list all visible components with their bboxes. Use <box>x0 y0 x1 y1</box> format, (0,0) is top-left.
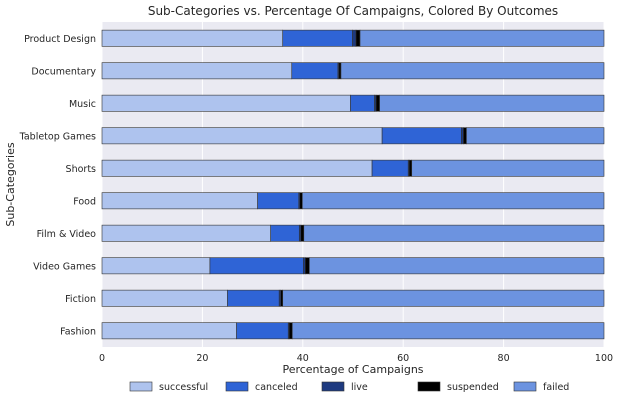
bar-segment <box>299 192 303 210</box>
legend-label: live <box>351 382 368 393</box>
legend-label: canceled <box>255 382 298 393</box>
bar-segment <box>466 127 605 145</box>
y-tick-label: Video Games <box>33 261 96 272</box>
bar-segment <box>101 192 258 210</box>
x-tick-label: 80 <box>498 353 510 364</box>
y-tick-label: Fashion <box>60 326 96 337</box>
bar-segment <box>101 94 351 112</box>
x-tick-labels: 0 20 40 60 80 100 <box>99 353 613 364</box>
y-tick-label: Shorts <box>66 164 96 175</box>
x-tick-label: 60 <box>397 353 409 364</box>
bar-segment <box>291 322 605 340</box>
x-tick-label: 0 <box>99 353 105 364</box>
bar-segment <box>463 127 467 145</box>
legend: successful canceled live suspended failed <box>129 381 569 393</box>
bar-segment <box>305 257 310 275</box>
y-tick-label: Food <box>73 196 96 207</box>
y-tick-label: Fiction <box>65 294 96 305</box>
bar-segment <box>303 224 605 242</box>
y-tick-label: Documentary <box>31 66 96 77</box>
bar-segment <box>371 159 409 177</box>
legend-label: successful <box>159 382 208 393</box>
bar-segment <box>270 224 300 242</box>
bar-segment <box>209 257 304 275</box>
x-tick-label: 20 <box>196 353 208 364</box>
bar-segment <box>101 127 383 145</box>
bar-segment <box>101 322 237 340</box>
y-tick-label: Product Design <box>24 34 96 45</box>
bar-segment <box>280 289 284 307</box>
bar-segment <box>375 94 380 112</box>
bar-segment <box>408 159 413 177</box>
bar-segment <box>300 224 305 242</box>
bars <box>101 29 605 340</box>
bar-segment <box>282 289 605 307</box>
legend-label: suspended <box>447 382 499 393</box>
bar-segment <box>355 29 361 47</box>
x-axis-label: Percentage of Campaigns <box>282 363 423 376</box>
y-tick-labels: Product Design Documentary Music Tabletop G… <box>19 34 97 338</box>
bar-segment <box>338 62 342 80</box>
bar-segment <box>227 289 280 307</box>
bar-segment <box>352 29 357 47</box>
bar-segment <box>282 29 353 47</box>
x-tick-label: 40 <box>297 353 309 364</box>
bar-segment <box>309 257 605 275</box>
bar-segment <box>288 322 293 340</box>
bar-segment <box>257 192 300 210</box>
legend-swatch <box>321 381 345 392</box>
chart-title: Sub-Categories vs. Percentage Of Campaig… <box>148 4 558 18</box>
legend-swatch <box>129 381 153 392</box>
bar-segment <box>101 289 228 307</box>
bar-segment <box>359 29 605 47</box>
y-tick-label: Film & Video <box>37 229 97 240</box>
legend-swatch <box>513 381 537 392</box>
bar-segment <box>236 322 289 340</box>
legend-swatch <box>417 381 441 392</box>
bar-segment <box>291 62 339 80</box>
bar-segment <box>101 159 373 177</box>
bar-segment <box>303 257 306 275</box>
y-tick-label: Tabletop Games <box>19 131 96 142</box>
bar-segment <box>101 257 211 275</box>
bar-segment <box>101 29 284 47</box>
bar-segment <box>301 192 605 210</box>
x-tick-label: 100 <box>595 353 613 364</box>
bar-segment <box>350 94 375 112</box>
bar-segment <box>461 127 464 145</box>
bar-segment <box>101 224 271 242</box>
legend-swatch <box>225 381 249 392</box>
y-axis-label: Sub-Categories <box>4 142 17 226</box>
y-tick-label: Music <box>69 99 96 110</box>
bar-segment <box>101 62 293 80</box>
bar-segment <box>379 94 605 112</box>
bar-segment <box>411 159 605 177</box>
legend-label: failed <box>543 382 569 393</box>
bar-segment <box>340 62 605 80</box>
bar-segment <box>381 127 462 145</box>
